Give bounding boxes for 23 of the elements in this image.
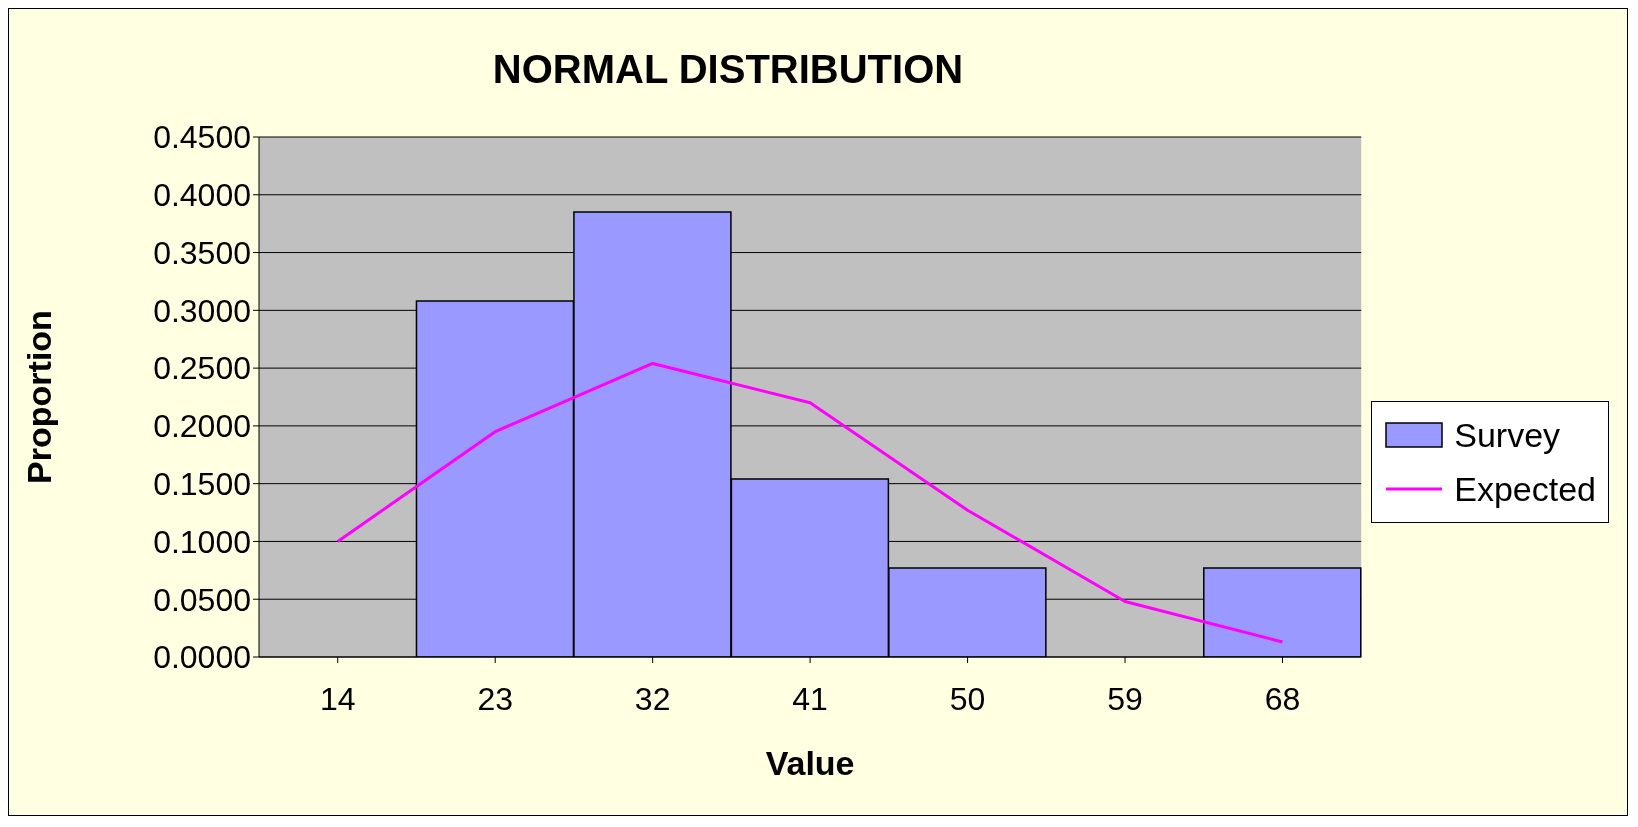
y-tick-label: 0.0000 <box>153 639 251 676</box>
y-tick-label: 0.4500 <box>153 119 251 156</box>
legend-label: Expected <box>1454 469 1596 510</box>
x-tick-label: 41 <box>792 680 828 717</box>
chart-title: NORMAL DISTRIBUTION <box>491 46 965 93</box>
y-tick-label: 0.1000 <box>153 523 251 560</box>
x-tick-label: 32 <box>634 680 671 717</box>
y-tick-label: 0.2000 <box>153 408 251 445</box>
legend-label: Survey <box>1454 415 1561 456</box>
x-tick-label: 68 <box>1264 680 1301 717</box>
x-tick-label: 59 <box>1107 680 1143 717</box>
x-tick-label: 50 <box>949 680 986 717</box>
y-tick-label: 0.4000 <box>153 177 251 214</box>
y-tick-label: 0.3000 <box>153 292 251 329</box>
y-axis-title: Proportion <box>20 310 59 484</box>
y-tick-label: 0.0500 <box>153 581 251 618</box>
y-tick-label: 0.1500 <box>153 466 251 503</box>
x-tick-label: 23 <box>477 680 513 717</box>
line-series <box>336 361 1284 644</box>
y-tick-label: 0.2500 <box>153 350 251 387</box>
x-tick-label: 14 <box>319 680 356 717</box>
x-axis-title: Value <box>765 744 855 782</box>
y-tick-label: 0.3500 <box>153 234 251 271</box>
